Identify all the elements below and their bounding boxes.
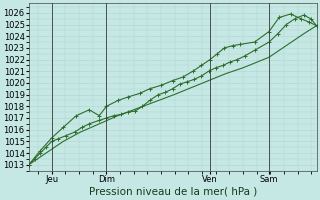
X-axis label: Pression niveau de la mer( hPa ): Pression niveau de la mer( hPa ) bbox=[89, 187, 257, 197]
